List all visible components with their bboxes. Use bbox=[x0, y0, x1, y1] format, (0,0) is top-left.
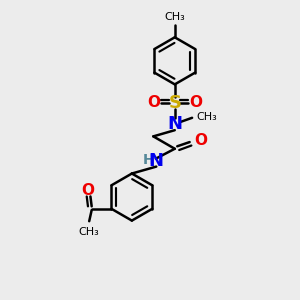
Text: N: N bbox=[167, 115, 182, 133]
Text: O: O bbox=[195, 133, 208, 148]
Text: S: S bbox=[168, 94, 181, 112]
Text: N: N bbox=[149, 152, 164, 170]
Text: O: O bbox=[189, 95, 202, 110]
Text: O: O bbox=[148, 95, 160, 110]
Text: CH₃: CH₃ bbox=[196, 112, 217, 122]
Text: CH₃: CH₃ bbox=[79, 227, 100, 237]
Text: O: O bbox=[82, 183, 94, 198]
Text: CH₃: CH₃ bbox=[164, 12, 185, 22]
Text: H: H bbox=[142, 153, 154, 167]
